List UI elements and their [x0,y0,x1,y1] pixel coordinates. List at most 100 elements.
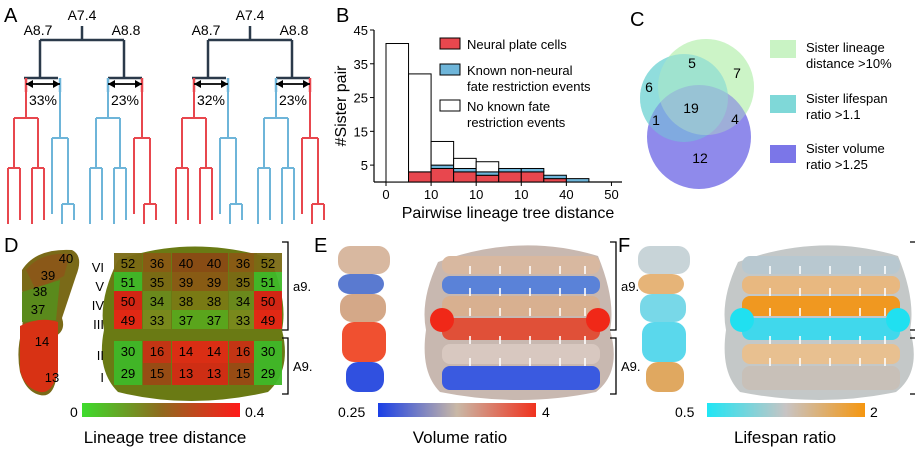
embryo-d-cell-label: 38 [179,294,193,309]
colorbar-d [82,403,240,417]
embryo-band [442,344,600,364]
lineage-tree-left: A7.4 A8.7 A8.8 33% 23% [7,7,157,224]
y-tick-label: 15 [354,124,368,139]
legend-label: Neural plate cells [467,37,567,52]
embryo-band [742,344,900,364]
embryo-d-cell [114,291,142,310]
embryo-e: a9. A9. [338,241,641,400]
histogram-bar [543,174,567,180]
embryo-side-segment [638,274,684,294]
embryo-d-cell-label: 29 [261,366,275,381]
bracket [610,241,617,331]
venn-circle-volume [647,85,751,189]
colorbar-f-min: 0.5 [675,404,695,420]
legend-swatch [439,37,461,50]
histogram-bar [520,167,545,173]
embryo-d-cell [200,363,228,385]
embryo-d-cell-label: 50 [261,294,275,309]
embryo-d-cell-label: 34 [150,294,164,309]
venn-count-e: 1 [652,112,660,128]
histogram-chart: 5 15 25 35 45 0 10 10 10 40 50 Pairwise lineage tre… [333,23,622,222]
row-label: V [95,279,104,294]
histogram-bar [453,167,477,173]
embryo-d-cell [114,253,142,272]
bracket-label: A9. [293,359,313,374]
venn-count-c: 6 [645,79,653,95]
side-num-3: 38 [33,284,47,299]
arrow-head [135,80,142,88]
histogram-bar [408,171,432,183]
embryo-band [442,296,600,316]
embryo-d-cell-label: 51 [261,275,275,290]
legend-swatch-lifespan [770,95,796,113]
embryo-d-cell [200,341,228,363]
embryo-band [742,366,900,390]
colorbar-e-max: 4 [542,404,550,420]
arrow-head [221,80,228,88]
row-label: II [97,348,104,363]
histogram-bar [475,161,500,173]
side-num-2: 39 [41,268,55,283]
embryo-side-segment [642,322,686,362]
legend-swatch-volume [770,145,796,163]
bracket [910,241,915,331]
side-num-4: 37 [31,302,45,317]
venn-count-g: 12 [692,150,708,166]
histogram-bar [543,178,567,183]
bracket-label: A9. [621,359,641,374]
embryo-band [442,318,600,340]
side-num-5: 14 [35,334,49,349]
side-num-1: 40 [59,251,73,266]
embryo-d-cell [172,253,200,272]
embryo-d-cell [143,253,171,272]
percent-right: 23% [111,92,139,108]
colorbar-f [707,403,865,417]
embryo-d-cell [229,253,257,272]
colorbar-e [378,403,536,417]
embryo-d-cell [200,253,228,272]
percent-right: 23% [279,92,307,108]
embryo-d-cell [229,363,257,385]
embryo-d-cell-label: 35 [150,275,164,290]
embryo-d-cell [254,291,282,310]
legend-text-lifespan-2: ratio >1.1 [806,107,861,122]
bracket [282,337,289,395]
legend-label: No known fate [467,99,550,114]
embryo-band [742,318,900,340]
embryo-d-cell-label: 52 [121,256,135,271]
embryo-band [442,366,600,390]
tree-left-label: A8.7 [192,22,221,38]
tree-root-label: A7.4 [68,7,97,23]
bracket-label: a9. [621,279,639,294]
histogram-bar [565,178,590,183]
tree-root-label: A7.4 [236,7,265,23]
embryo-d-cell [114,341,142,363]
panel-label-f: F [618,235,630,257]
x-tick-label: 40 [559,187,573,202]
embryo-d-cell [172,310,200,329]
venn-count-a: 5 [688,55,696,71]
embryo-side-segment [346,362,384,392]
percent-left: 33% [29,92,57,108]
embryo-band [442,276,600,294]
embryo-d-cell [172,291,200,310]
embryo-d-cell-label: 49 [261,313,275,328]
arrow-head [108,80,115,88]
panel-label-e: E [314,235,327,257]
arrow-head [303,80,310,88]
caption-e: Volume ratio [413,428,508,447]
venn-diagram: 5 7 6 19 1 4 12 [640,39,754,189]
embryo-d-cell [172,341,200,363]
caption-f: Lifespan ratio [734,428,836,447]
embryo-band [442,256,600,274]
embryo-f: a9.A9. [638,241,915,400]
embryo-d-cell-label: 38 [207,294,221,309]
y-tick-label: 25 [354,91,368,106]
embryo-d-cell-label: 36 [150,256,164,271]
embryo-d-cell [229,310,257,329]
embryo-d-cell-label: 16 [236,344,250,359]
embryo-d-cell-label: 36 [236,256,250,271]
embryo-d-cell-label: 33 [150,313,164,328]
embryo-d-cell-label: 14 [179,344,193,359]
